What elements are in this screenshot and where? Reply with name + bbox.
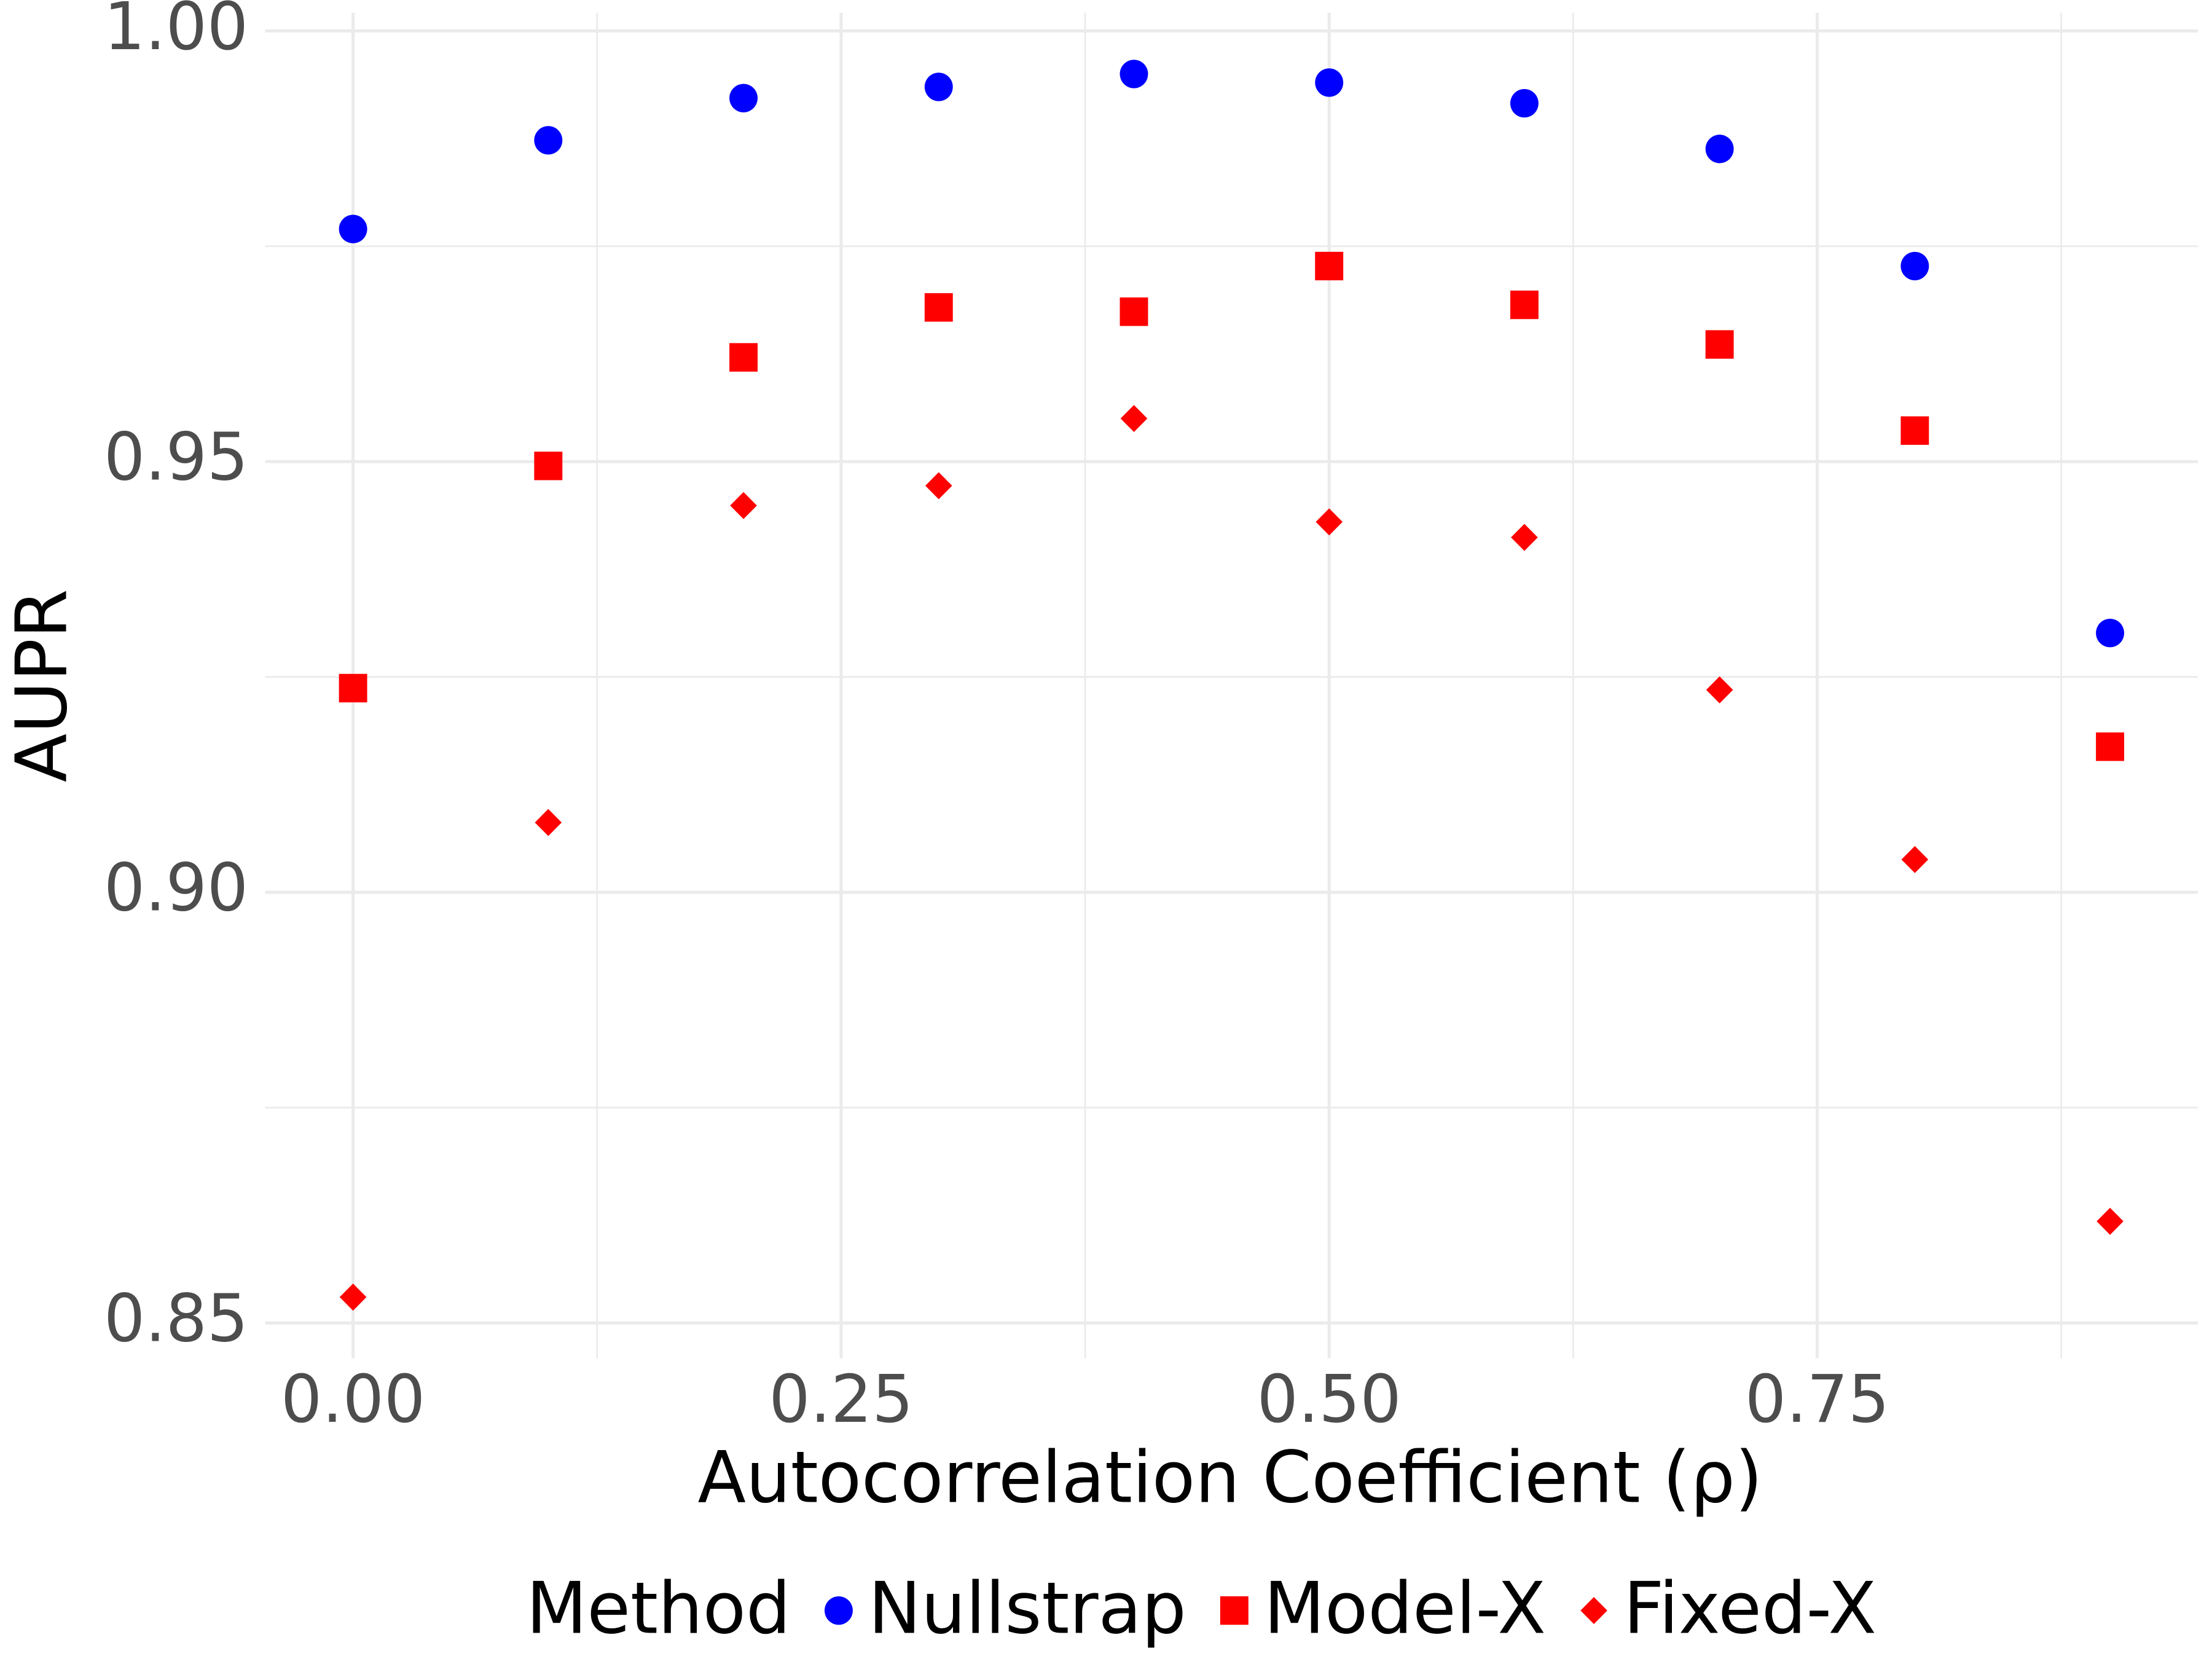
- series: [339, 251, 2125, 761]
- legend-item: Model-X: [1220, 1567, 1546, 1650]
- legend-item: Fixed-X: [1580, 1567, 1877, 1650]
- point: [1705, 330, 1734, 359]
- legend-label: Fixed-X: [1623, 1567, 1877, 1650]
- x-axis-title: Autocorrelation Coefficient (ρ): [697, 1437, 1762, 1520]
- legend-label: Model-X: [1264, 1567, 1546, 1650]
- legend-label: Nullstrap: [868, 1567, 1186, 1650]
- point: [534, 452, 563, 480]
- y-tick-label: 0.90: [104, 850, 248, 927]
- x-tick-label: 0.50: [1257, 1362, 1402, 1438]
- series: [339, 60, 2125, 648]
- legend-key: [1220, 1596, 1249, 1625]
- y-tick-label: 0.85: [104, 1281, 248, 1357]
- grid: [265, 12, 2198, 1359]
- series: [339, 405, 2124, 1311]
- point: [1706, 676, 1733, 704]
- point: [1315, 68, 1344, 97]
- point: [339, 1283, 367, 1311]
- point: [1120, 405, 1148, 433]
- point: [1705, 135, 1734, 163]
- point: [2096, 619, 2125, 648]
- point: [730, 492, 757, 519]
- point: [1120, 60, 1148, 88]
- point: [925, 472, 952, 500]
- point: [924, 73, 953, 101]
- point: [1510, 88, 1539, 118]
- point: [2096, 732, 2125, 761]
- legend-title: Method: [526, 1567, 790, 1650]
- point: [534, 126, 563, 155]
- point: [924, 293, 953, 322]
- legend-item: Nullstrap: [824, 1567, 1186, 1650]
- point: [2096, 1207, 2124, 1235]
- point: [1900, 251, 1929, 281]
- x-tick-label: 0.75: [1745, 1362, 1889, 1438]
- point: [1511, 524, 1538, 551]
- point: [1510, 290, 1539, 320]
- x-tick-label: 0.00: [281, 1362, 425, 1438]
- point: [1316, 508, 1343, 536]
- y-tick-label: 0.95: [104, 419, 248, 496]
- point: [339, 673, 367, 703]
- legend-key: [824, 1596, 853, 1625]
- y-axis-title: AUPR: [1, 589, 83, 782]
- point: [339, 214, 367, 243]
- point: [1900, 416, 1929, 445]
- point: [535, 809, 562, 836]
- point: [729, 343, 758, 372]
- y-tick-label: 1.00: [104, 0, 248, 65]
- x-tick-label: 0.25: [769, 1362, 913, 1438]
- point: [1315, 251, 1344, 281]
- legend-key: [1580, 1597, 1607, 1625]
- point: [729, 84, 758, 112]
- point: [1120, 297, 1148, 326]
- point: [1901, 845, 1929, 873]
